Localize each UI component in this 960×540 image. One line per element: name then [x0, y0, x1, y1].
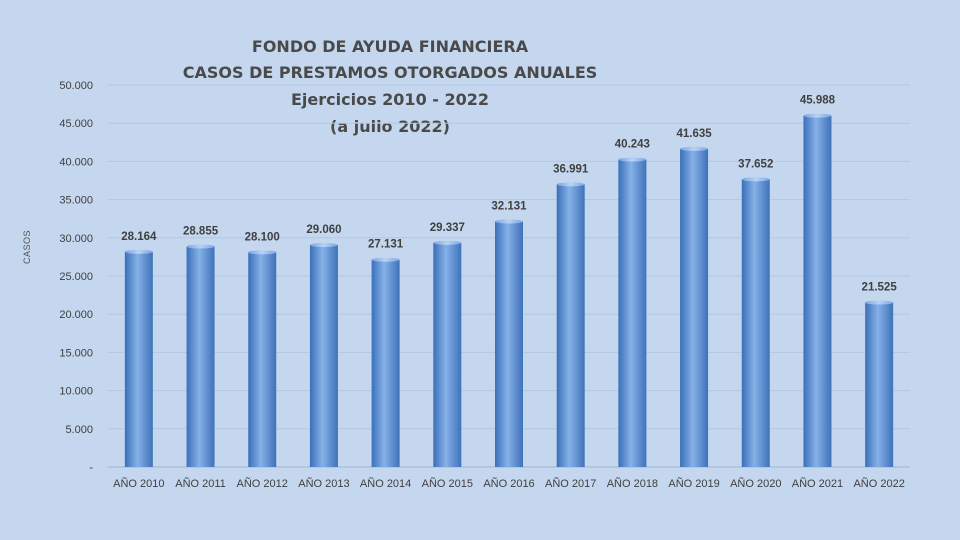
- bar: [680, 146, 709, 467]
- y-tick-label: 15.000: [59, 347, 93, 359]
- bar-cap: [680, 146, 709, 151]
- bar-cap: [248, 250, 277, 255]
- x-tick-label: AÑO 2017: [545, 477, 596, 490]
- y-tick-label: -: [89, 462, 93, 474]
- bar-body: [618, 159, 647, 467]
- bar-cap: [371, 257, 400, 262]
- bar-body: [248, 252, 277, 467]
- bar-body: [865, 302, 894, 467]
- bar-body: [680, 148, 709, 467]
- bar: [186, 244, 215, 467]
- data-label: 28.855: [183, 226, 219, 238]
- data-label: 40.243: [615, 139, 650, 151]
- y-tick-label: 5.000: [65, 424, 93, 436]
- bar-body: [186, 246, 215, 467]
- bar-cap: [433, 240, 462, 245]
- data-label: 36.991: [553, 163, 589, 175]
- data-label: 21.525: [862, 282, 898, 294]
- bar: [495, 219, 523, 467]
- y-axis-ticks: - 5.000 10.000 15.000 20.000 25.000 30.000 35.0…: [59, 80, 93, 474]
- x-tick-label: AÑO 2011: [175, 477, 226, 490]
- bar: [248, 250, 277, 467]
- x-tick-label: AÑO 2015: [422, 477, 473, 490]
- x-tick-label: AÑO 2014: [360, 477, 411, 490]
- x-tick-label: AÑO 2012: [237, 477, 288, 490]
- bar-cap: [556, 182, 585, 187]
- x-tick-label: AÑO 2022: [853, 477, 904, 490]
- x-tick-label: AÑO 2016: [483, 477, 534, 490]
- bar-cap: [495, 219, 523, 224]
- bar-cap: [803, 113, 832, 118]
- bars: [124, 113, 894, 468]
- x-tick-label: AÑO 2013: [298, 477, 349, 490]
- bar-cap: [124, 249, 153, 254]
- y-tick-label: 25.000: [59, 271, 93, 283]
- bar: [371, 257, 400, 467]
- chart-title-line-4: (a julio 2022): [330, 117, 450, 136]
- data-label: 27.131: [368, 239, 404, 251]
- y-tick-label: 50.000: [59, 80, 93, 92]
- bar: [803, 113, 832, 468]
- chart-title-line-1: FONDO DE AYUDA FINANCIERA: [251, 37, 529, 56]
- bar: [433, 240, 462, 467]
- data-label: 32.131: [491, 201, 527, 213]
- y-tick-label: 35.000: [59, 195, 93, 207]
- data-label: 37.652: [738, 158, 773, 170]
- y-tick-label: 20.000: [59, 309, 93, 321]
- bar: [741, 177, 770, 467]
- x-tick-label: AÑO 2010: [113, 477, 164, 490]
- x-tick-label: AÑO 2021: [792, 477, 843, 490]
- bar-cap: [186, 244, 215, 249]
- bar: [556, 182, 585, 467]
- x-tick-label: AÑO 2019: [668, 477, 719, 490]
- bar-body: [556, 184, 585, 467]
- bar: [124, 249, 153, 467]
- data-label: 29.337: [430, 222, 465, 234]
- bar-body: [741, 179, 770, 467]
- bar-cap: [309, 242, 338, 247]
- bar-body: [433, 242, 462, 467]
- data-label: 29.060: [306, 224, 341, 236]
- bar-body: [495, 221, 523, 467]
- data-label: 28.100: [245, 231, 280, 243]
- bar-cap: [741, 177, 770, 182]
- bar: [618, 157, 647, 467]
- bar: [309, 242, 338, 467]
- y-tick-label: 30.000: [59, 233, 93, 245]
- chart-title-line-3: Ejercicios 2010 - 2022: [290, 90, 490, 109]
- y-tick-label: 40.000: [59, 156, 93, 168]
- chart-title-line-2: CASOS DE PRESTAMOS OTORGADOS ANUALES: [182, 63, 598, 82]
- x-tick-label: AÑO 2018: [607, 477, 658, 490]
- bar-body: [124, 251, 153, 467]
- bar-cap: [865, 300, 894, 305]
- bar-body: [371, 259, 400, 467]
- bar-cap: [618, 157, 647, 162]
- bar-body: [803, 115, 832, 468]
- x-axis-ticks: AÑO 2010 AÑO 2011 AÑO 2012 AÑO 2013 AÑO 2014…: [113, 477, 905, 490]
- data-label: 41.635: [676, 128, 712, 140]
- data-labels: 28.164 28.855 28.100 29.060 27.131 29.337 32.1…: [121, 95, 897, 294]
- x-tick-label: AÑO 2020: [730, 477, 781, 490]
- y-tick-label: 45.000: [59, 118, 93, 130]
- data-label: 28.164: [121, 231, 157, 243]
- y-tick-label: 10.000: [59, 386, 93, 398]
- bar: [865, 300, 894, 467]
- bar-body: [309, 244, 338, 467]
- data-label: 45.988: [800, 95, 836, 107]
